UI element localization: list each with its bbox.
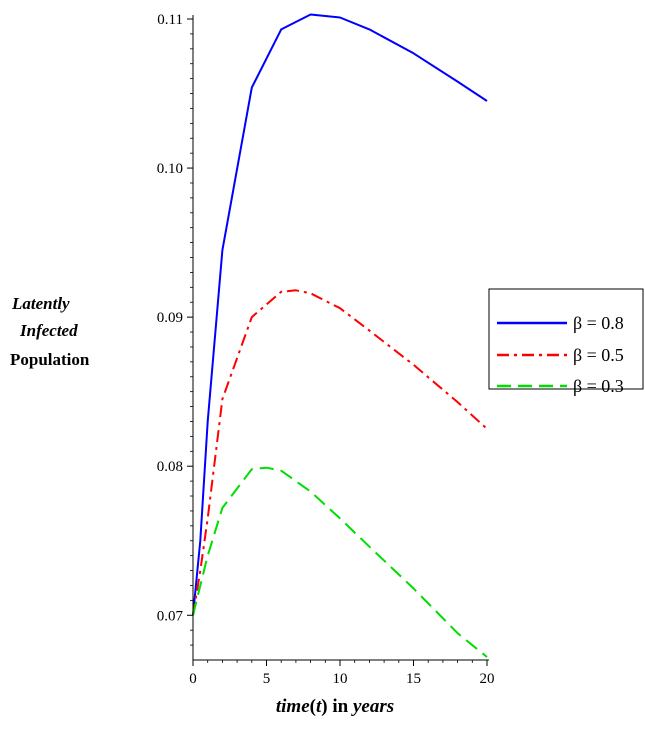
legend-box: [488, 288, 644, 390]
y-axis-label: Latently Infected Population: [10, 294, 90, 369]
x-tick-label: 5: [263, 671, 271, 687]
series-line-3: [192, 466, 488, 658]
legend-label-3: β = 0.3: [573, 376, 624, 396]
x-tick-label: 20: [480, 671, 495, 687]
x-tick-label: 10: [333, 671, 348, 687]
y-axis-label-line: Infected: [19, 321, 78, 340]
y-tick-label: 0.09: [157, 310, 183, 326]
y-tick-label: 0.08: [157, 459, 183, 475]
axes: 0.07 0.08 0.09 0.10 0.11 0 5 10 15 20: [157, 12, 495, 687]
x-axis-label-part: in: [328, 696, 353, 717]
x-axis-label-text: time(t) in years: [276, 696, 394, 717]
x-tick-label: 15: [406, 671, 421, 687]
x-axis-label-part: time: [276, 696, 310, 717]
plot-area: [192, 13, 488, 658]
x-axis-label-part: ): [321, 696, 327, 717]
y-axis-label-line: Population: [10, 350, 90, 369]
y-axis-label-line: Latently: [11, 294, 70, 313]
y-tick-label: 0.11: [157, 12, 183, 28]
y-tick-label: 0.10: [157, 161, 183, 177]
series-line-1: [192, 13, 488, 616]
x-axis-label-part: years: [351, 696, 394, 717]
series-line-2: [192, 289, 488, 616]
legend-label-2: β = 0.5: [573, 345, 624, 365]
x-axis-label-part: t: [316, 696, 322, 717]
x-axis-label: time(t) in years: [276, 696, 394, 717]
legend: β = 0.8 β = 0.5 β = 0.3: [488, 288, 644, 396]
legend-label-1: β = 0.8: [573, 313, 624, 333]
x-axis-label-part: (: [310, 696, 316, 717]
y-tick-label: 0.07: [157, 608, 184, 624]
x-tick-label: 0: [189, 671, 197, 687]
